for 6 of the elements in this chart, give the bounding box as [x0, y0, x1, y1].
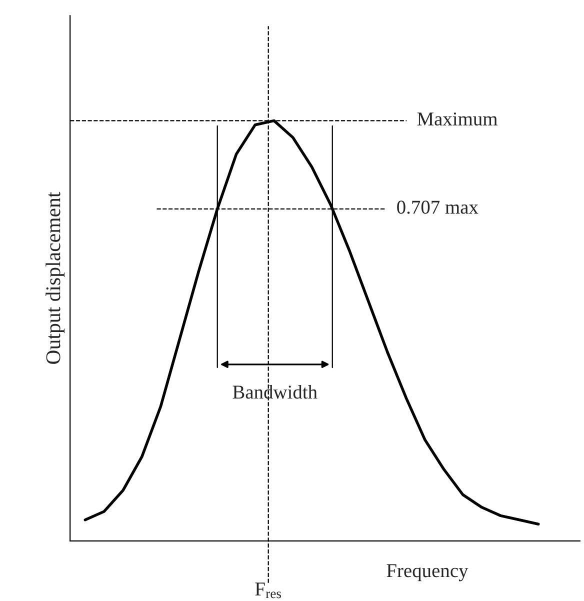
x-axis-title: Frequency [386, 564, 468, 582]
text: F$_{res}$ [255, 582, 281, 598]
ref-line-label: 0.707 max [397, 200, 478, 214]
ref-line-label: Maximum [417, 112, 498, 126]
y-axis-title: Output displacement [46, 192, 65, 364]
annotation: Bandwidth [232, 385, 318, 399]
